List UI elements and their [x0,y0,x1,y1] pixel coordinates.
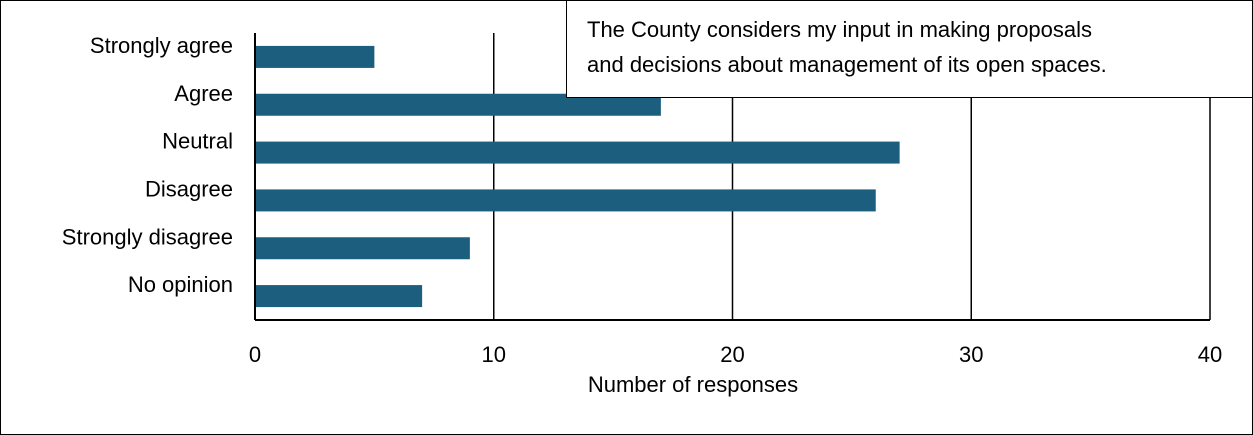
bar-strongly-agree [255,45,375,68]
chart-title-box: The County considers my input in making … [566,0,1253,98]
bar-disagree [255,189,876,212]
bar-no-opinion [255,285,423,308]
x-tick-label-0: 0 [249,342,261,367]
x-tick-label-30: 30 [959,342,983,367]
x-tick-label-20: 20 [720,342,744,367]
category-label-strongly-agree: Strongly agree [90,33,233,58]
x-axis-title: Number of responses [588,372,798,397]
bars [255,45,900,308]
category-label-strongly-disagree: Strongly disagree [62,224,233,249]
category-label-no-opinion: No opinion [128,272,233,297]
category-label-agree: Agree [174,81,233,106]
axes [254,33,1210,321]
bar-strongly-disagree [255,237,470,260]
x-tick-labels: 0 10 20 30 40 [249,342,1222,367]
category-labels: Strongly agree Agree Neutral Disagree Strong… [62,33,233,297]
bar-neutral [255,141,900,164]
category-label-disagree: Disagree [145,176,233,201]
x-tick-label-40: 40 [1198,342,1222,367]
chart-title-line-2: and decisions about management of its op… [587,52,1107,77]
x-tick-label-10: 10 [482,342,506,367]
bar-agree [255,93,661,116]
category-label-neutral: Neutral [162,129,233,154]
chart-title-line-1: The County considers my input in making … [587,17,1092,42]
title-box-frame [566,0,1253,98]
